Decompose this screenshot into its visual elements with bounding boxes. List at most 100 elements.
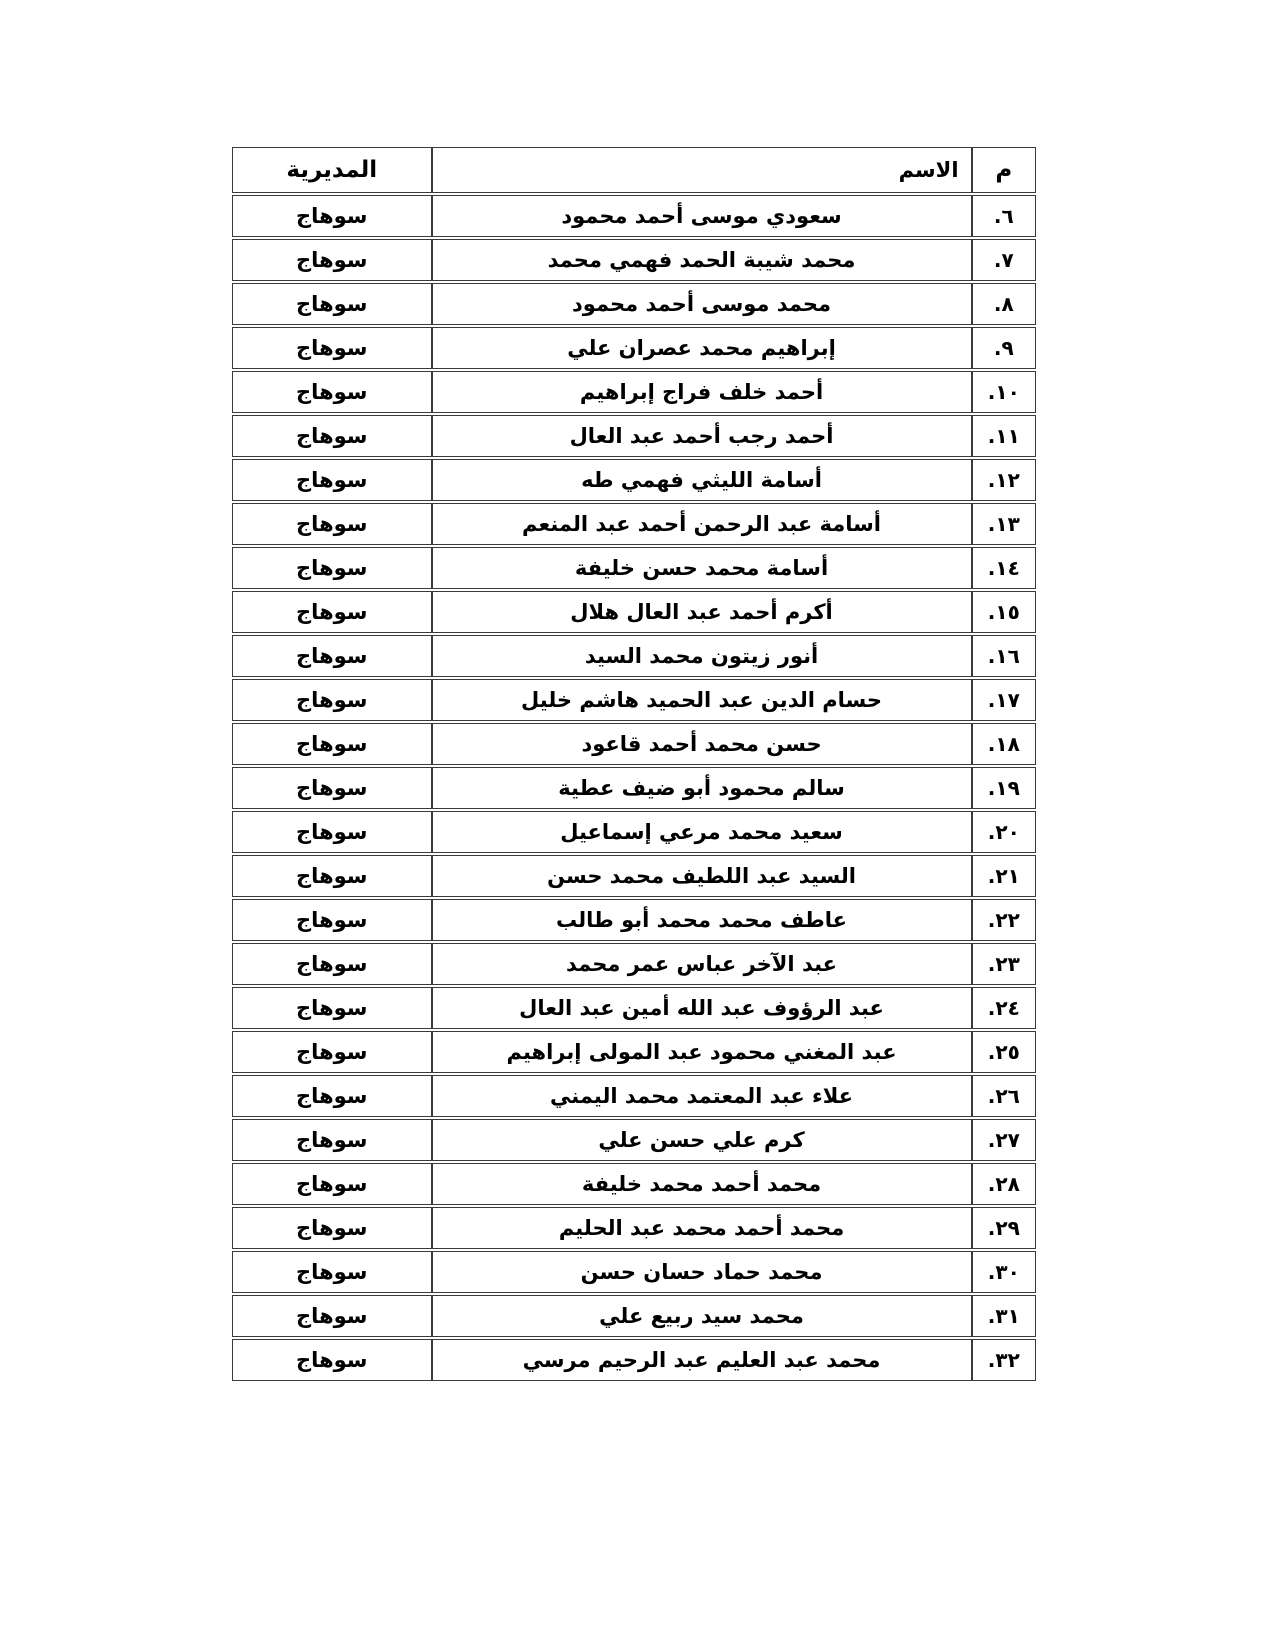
directorate-cell: سوهاج (232, 1339, 432, 1381)
name-cell: محمد أحمد محمد خليفة (431, 1163, 972, 1205)
table-header: م الاسم المديرية (232, 147, 1036, 193)
directorate-cell: سوهاج (232, 327, 432, 369)
table-row: ٨. محمد موسى أحمد محمود سوهاج (232, 283, 1036, 325)
table-row: ١٦. أنور زيتون محمد السيد سوهاج (232, 635, 1036, 677)
number-cell: ١٦. (971, 635, 1036, 677)
table-row: ٢٨. محمد أحمد محمد خليفة سوهاج (232, 1163, 1036, 1205)
directorate-cell: سوهاج (232, 547, 432, 589)
table-row: ٣٢. محمد عبد العليم عبد الرحيم مرسي سوها… (232, 1339, 1036, 1381)
directorate-cell: سوهاج (232, 679, 432, 721)
name-cell: السيد عبد اللطيف محمد حسن (431, 855, 972, 897)
number-cell: ٣١. (971, 1295, 1036, 1337)
directorate-cell: سوهاج (232, 723, 432, 765)
table-row: ١١. أحمد رجب أحمد عبد العال سوهاج (232, 415, 1036, 457)
column-header-name: الاسم (431, 147, 972, 193)
name-cell: محمد موسى أحمد محمود (431, 283, 972, 325)
name-cell: محمد عبد العليم عبد الرحيم مرسي (431, 1339, 972, 1381)
number-cell: ١١. (971, 415, 1036, 457)
name-cell: عبد الرؤوف عبد الله أمين عبد العال (431, 987, 972, 1029)
number-cell: ٧. (971, 239, 1036, 281)
directorate-cell: سوهاج (232, 767, 432, 809)
directorate-cell: سوهاج (232, 1295, 432, 1337)
table-row: ١٥. أكرم أحمد عبد العال هلال سوهاج (232, 591, 1036, 633)
table-row: ٢١. السيد عبد اللطيف محمد حسن سوهاج (232, 855, 1036, 897)
number-cell: ٢٩. (971, 1207, 1036, 1249)
number-cell: ٢١. (971, 855, 1036, 897)
name-cell: أسامة الليثي فهمي طه (431, 459, 972, 501)
directorate-cell: سوهاج (232, 415, 432, 457)
name-cell: عبد الآخر عباس عمر محمد (431, 943, 972, 985)
name-cell: سالم محمود أبو ضيف عطية (431, 767, 972, 809)
number-cell: ١٥. (971, 591, 1036, 633)
directorate-cell: سوهاج (232, 283, 432, 325)
name-cell: أكرم أحمد عبد العال هلال (431, 591, 972, 633)
table-row: ١٩. سالم محمود أبو ضيف عطية سوهاج (232, 767, 1036, 809)
table-row: ١٠. أحمد خلف فراج إبراهيم سوهاج (232, 371, 1036, 413)
directorate-cell: سوهاج (232, 591, 432, 633)
number-cell: ١٠. (971, 371, 1036, 413)
directorate-cell: سوهاج (232, 1031, 432, 1073)
number-cell: ٩. (971, 327, 1036, 369)
directorate-cell: سوهاج (232, 371, 432, 413)
directorate-cell: سوهاج (232, 1207, 432, 1249)
number-cell: ٣٢. (971, 1339, 1036, 1381)
table-row: ٢٧. كرم علي حسن علي سوهاج (232, 1119, 1036, 1161)
table-row: ٣٠. محمد حماد حسان حسن سوهاج (232, 1251, 1036, 1293)
number-cell: ١٧. (971, 679, 1036, 721)
name-cell: أحمد رجب أحمد عبد العال (431, 415, 972, 457)
table-row: ١٤. أسامة محمد حسن خليفة سوهاج (232, 547, 1036, 589)
number-cell: ٢٢. (971, 899, 1036, 941)
column-header-directorate: المديرية (232, 147, 432, 193)
table-row: ٢٠. سعيد محمد مرعي إسماعيل سوهاج (232, 811, 1036, 853)
directorate-cell: سوهاج (232, 1163, 432, 1205)
name-cell: أسامة محمد حسن خليفة (431, 547, 972, 589)
name-cell: محمد حماد حسان حسن (431, 1251, 972, 1293)
number-cell: ١٤. (971, 547, 1036, 589)
directorate-cell: سوهاج (232, 1075, 432, 1117)
name-cell: محمد شيبة الحمد فهمي محمد (431, 239, 972, 281)
number-cell: ٢٧. (971, 1119, 1036, 1161)
directorate-cell: سوهاج (232, 899, 432, 941)
name-cell: محمد أحمد محمد عبد الحليم (431, 1207, 972, 1249)
name-cell: إبراهيم محمد عصران علي (431, 327, 972, 369)
number-cell: ٢٠. (971, 811, 1036, 853)
directorate-cell: سوهاج (232, 1251, 432, 1293)
directorate-cell: سوهاج (232, 195, 432, 237)
table-row: ١٧. حسام الدين عبد الحميد هاشم خليل سوها… (232, 679, 1036, 721)
name-cell: عبد المغني محمود عبد المولى إبراهيم (431, 1031, 972, 1073)
table-row: ٢٥. عبد المغني محمود عبد المولى إبراهيم … (232, 1031, 1036, 1073)
table-row: ١٢. أسامة الليثي فهمي طه سوهاج (232, 459, 1036, 501)
name-cell: عاطف محمد محمد أبو طالب (431, 899, 972, 941)
header-row: م الاسم المديرية (232, 147, 1036, 193)
table-row: ٩. إبراهيم محمد عصران علي سوهاج (232, 327, 1036, 369)
table-row: ٢٣. عبد الآخر عباس عمر محمد سوهاج (232, 943, 1036, 985)
name-cell: أسامة عبد الرحمن أحمد عبد المنعم (431, 503, 972, 545)
directorate-cell: سوهاج (232, 503, 432, 545)
table-row: ٢٢. عاطف محمد محمد أبو طالب سوهاج (232, 899, 1036, 941)
directorate-cell: سوهاج (232, 1119, 432, 1161)
directorate-cell: سوهاج (232, 811, 432, 853)
number-cell: ٢٨. (971, 1163, 1036, 1205)
table-row: ١٨. حسن محمد أحمد قاعود سوهاج (232, 723, 1036, 765)
number-cell: ١٨. (971, 723, 1036, 765)
directorate-cell: سوهاج (232, 855, 432, 897)
name-cell: أحمد خلف فراج إبراهيم (431, 371, 972, 413)
number-cell: ١٢. (971, 459, 1036, 501)
directorate-cell: سوهاج (232, 635, 432, 677)
number-cell: ٨. (971, 283, 1036, 325)
number-cell: ٢٤. (971, 987, 1036, 1029)
directorate-cell: سوهاج (232, 239, 432, 281)
name-cell: حسن محمد أحمد قاعود (431, 723, 972, 765)
table-body: ٦. سعودي موسى أحمد محمود سوهاج ٧. محمد ش… (232, 195, 1036, 1381)
name-cell: سعيد محمد مرعي إسماعيل (431, 811, 972, 853)
number-cell: ٢٦. (971, 1075, 1036, 1117)
number-cell: ١٩. (971, 767, 1036, 809)
number-cell: ١٣. (971, 503, 1036, 545)
column-header-number: م (971, 147, 1036, 193)
name-cell: محمد سيد ربيع علي (431, 1295, 972, 1337)
number-cell: ٢٥. (971, 1031, 1036, 1073)
table-row: ٦. سعودي موسى أحمد محمود سوهاج (232, 195, 1036, 237)
directorate-cell: سوهاج (232, 943, 432, 985)
number-cell: ٣٠. (971, 1251, 1036, 1293)
